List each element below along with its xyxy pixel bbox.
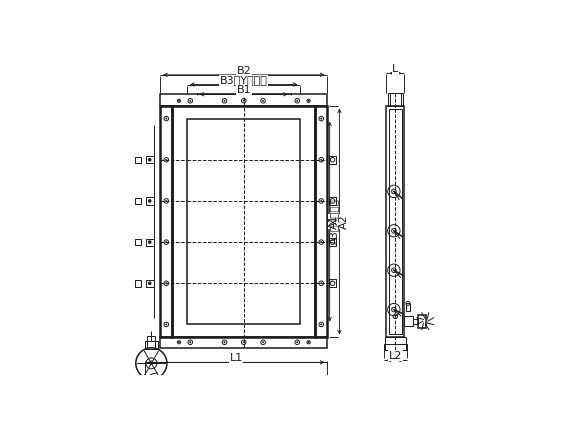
Bar — [146, 156, 154, 163]
Text: B2: B2 — [237, 66, 251, 76]
Text: L: L — [392, 64, 398, 74]
Circle shape — [308, 100, 309, 101]
Bar — [160, 94, 327, 106]
Text: L2: L2 — [389, 351, 402, 361]
Text: A2: A2 — [339, 214, 349, 229]
Bar — [135, 239, 141, 245]
Circle shape — [190, 341, 191, 343]
Bar — [135, 198, 141, 204]
Circle shape — [321, 159, 322, 160]
Text: A3（X等分）: A3（X等分） — [329, 199, 339, 245]
Circle shape — [148, 200, 151, 202]
Circle shape — [321, 200, 322, 202]
Bar — [384, 344, 407, 350]
Bar — [145, 341, 158, 349]
Circle shape — [321, 324, 322, 325]
Bar — [329, 197, 336, 205]
Circle shape — [224, 100, 225, 101]
Circle shape — [166, 282, 167, 284]
Circle shape — [296, 341, 298, 343]
Bar — [386, 106, 404, 337]
Circle shape — [166, 324, 167, 325]
Text: L1: L1 — [230, 353, 243, 363]
Bar — [406, 304, 410, 312]
Bar — [160, 106, 172, 337]
Circle shape — [178, 341, 180, 343]
Bar — [418, 315, 426, 328]
Circle shape — [166, 242, 167, 243]
Bar — [385, 337, 405, 350]
Bar — [146, 280, 154, 287]
Circle shape — [190, 100, 191, 101]
Bar — [414, 319, 418, 324]
Bar — [135, 280, 141, 287]
Circle shape — [148, 158, 151, 161]
Bar — [329, 238, 336, 246]
Bar — [315, 106, 327, 337]
Bar — [146, 239, 154, 246]
Bar — [147, 336, 155, 349]
Bar — [160, 337, 327, 348]
Bar — [329, 280, 336, 287]
Circle shape — [296, 100, 298, 101]
Bar — [187, 119, 300, 325]
Circle shape — [178, 100, 180, 101]
Bar — [329, 156, 336, 164]
Circle shape — [243, 341, 244, 343]
Text: A1: A1 — [329, 214, 339, 229]
Circle shape — [262, 341, 264, 343]
Text: B1: B1 — [237, 85, 251, 95]
Circle shape — [321, 242, 322, 243]
Circle shape — [243, 100, 244, 101]
Circle shape — [308, 341, 309, 343]
Bar — [387, 93, 403, 106]
Bar — [404, 316, 414, 326]
Circle shape — [321, 118, 322, 119]
Circle shape — [224, 341, 225, 343]
Circle shape — [166, 118, 167, 119]
Bar — [389, 109, 402, 334]
Circle shape — [148, 282, 151, 285]
Bar — [135, 157, 141, 163]
Circle shape — [148, 241, 151, 243]
Bar — [172, 106, 315, 337]
Text: B3（Y等分）: B3（Y等分） — [220, 75, 268, 85]
Circle shape — [321, 282, 322, 284]
Circle shape — [166, 159, 167, 160]
Circle shape — [262, 100, 264, 101]
Bar — [390, 93, 401, 106]
Circle shape — [166, 200, 167, 202]
Bar — [146, 197, 154, 205]
